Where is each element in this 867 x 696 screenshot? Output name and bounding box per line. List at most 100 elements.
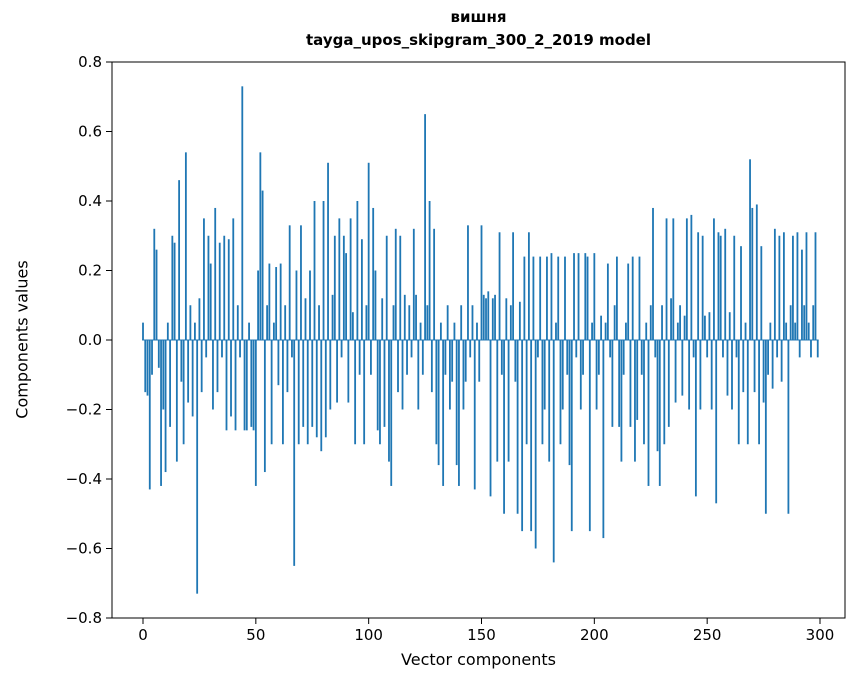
bar: [476, 322, 478, 341]
bar: [570, 340, 573, 532]
bar: [182, 340, 185, 445]
y-tick-label: 0.0: [78, 331, 102, 349]
bar: [257, 270, 259, 340]
bar: [345, 253, 348, 340]
bar: [351, 312, 354, 340]
bar: [218, 242, 221, 340]
bar: [205, 340, 208, 358]
bar: [708, 312, 711, 340]
bar: [415, 294, 417, 340]
bar: [665, 218, 668, 340]
bar: [537, 340, 539, 358]
bar: [403, 294, 406, 340]
bar: [360, 239, 363, 340]
bar: [270, 340, 273, 445]
bar: [223, 235, 226, 340]
bar: [701, 235, 704, 340]
bar: [631, 256, 634, 340]
bar: [634, 340, 636, 462]
bar: [801, 249, 803, 340]
bar: [812, 305, 815, 340]
bar: [496, 340, 499, 462]
bar: [661, 305, 663, 340]
bar: [600, 315, 603, 340]
bar: [667, 340, 670, 427]
bar: [618, 340, 621, 427]
bar: [349, 218, 352, 340]
bar: [694, 340, 697, 497]
bar: [509, 305, 512, 340]
bar: [805, 232, 808, 340]
bar: [322, 201, 325, 340]
bar: [367, 162, 370, 340]
bar: [304, 298, 307, 340]
bar: [467, 225, 469, 340]
bar: [372, 207, 375, 340]
bar: [546, 256, 548, 340]
bar: [406, 340, 408, 375]
bar: [390, 340, 393, 486]
bar: [681, 340, 684, 396]
bar: [300, 225, 302, 340]
bar: [810, 340, 812, 358]
bar: [685, 218, 688, 340]
y-axis-label: Components values: [12, 260, 32, 419]
bar: [706, 340, 709, 358]
bar: [586, 256, 589, 340]
bar: [602, 340, 605, 539]
bar: [652, 207, 654, 340]
bar: [679, 305, 681, 340]
bar: [584, 253, 587, 340]
bar: [616, 256, 618, 340]
bar: [198, 298, 201, 340]
bar: [776, 340, 779, 358]
bar: [365, 305, 368, 340]
bar: [435, 340, 438, 445]
bar: [437, 340, 440, 466]
bar: [252, 340, 255, 431]
bar: [523, 256, 526, 340]
x-tick-label: 50: [246, 626, 265, 644]
bar: [397, 340, 399, 393]
bar: [676, 322, 679, 341]
bar: [636, 340, 639, 420]
bar: [473, 340, 476, 490]
x-tick-label: 300: [806, 626, 835, 644]
bar: [735, 340, 738, 358]
y-tick-label: −0.8: [66, 609, 102, 627]
bar: [794, 322, 797, 341]
chart-title-word: вишня: [450, 8, 507, 26]
bar: [514, 340, 517, 382]
bar: [625, 322, 627, 341]
bar: [674, 340, 677, 403]
bar: [688, 340, 691, 410]
bar: [462, 340, 465, 410]
bar: [261, 190, 264, 340]
bar: [767, 340, 769, 375]
bar: [566, 340, 569, 375]
bar: [358, 340, 361, 375]
bar: [313, 201, 316, 340]
bar: [243, 340, 246, 431]
bar: [324, 340, 327, 438]
bar: [672, 218, 675, 340]
bar: [690, 214, 693, 340]
bar: [329, 340, 332, 410]
bar: [236, 305, 239, 340]
bar: [785, 322, 788, 341]
bar: [221, 340, 223, 358]
bar: [374, 270, 377, 340]
bar: [561, 340, 564, 410]
bar: [171, 235, 174, 340]
bar: [789, 305, 792, 340]
bar: [399, 235, 402, 340]
x-tick-label: 200: [580, 626, 609, 644]
bar: [451, 340, 454, 382]
bar: [527, 232, 530, 340]
bar: [453, 322, 456, 341]
bar: [340, 340, 343, 358]
bar: [485, 298, 487, 340]
bar: [792, 235, 794, 340]
bar: [591, 322, 593, 341]
